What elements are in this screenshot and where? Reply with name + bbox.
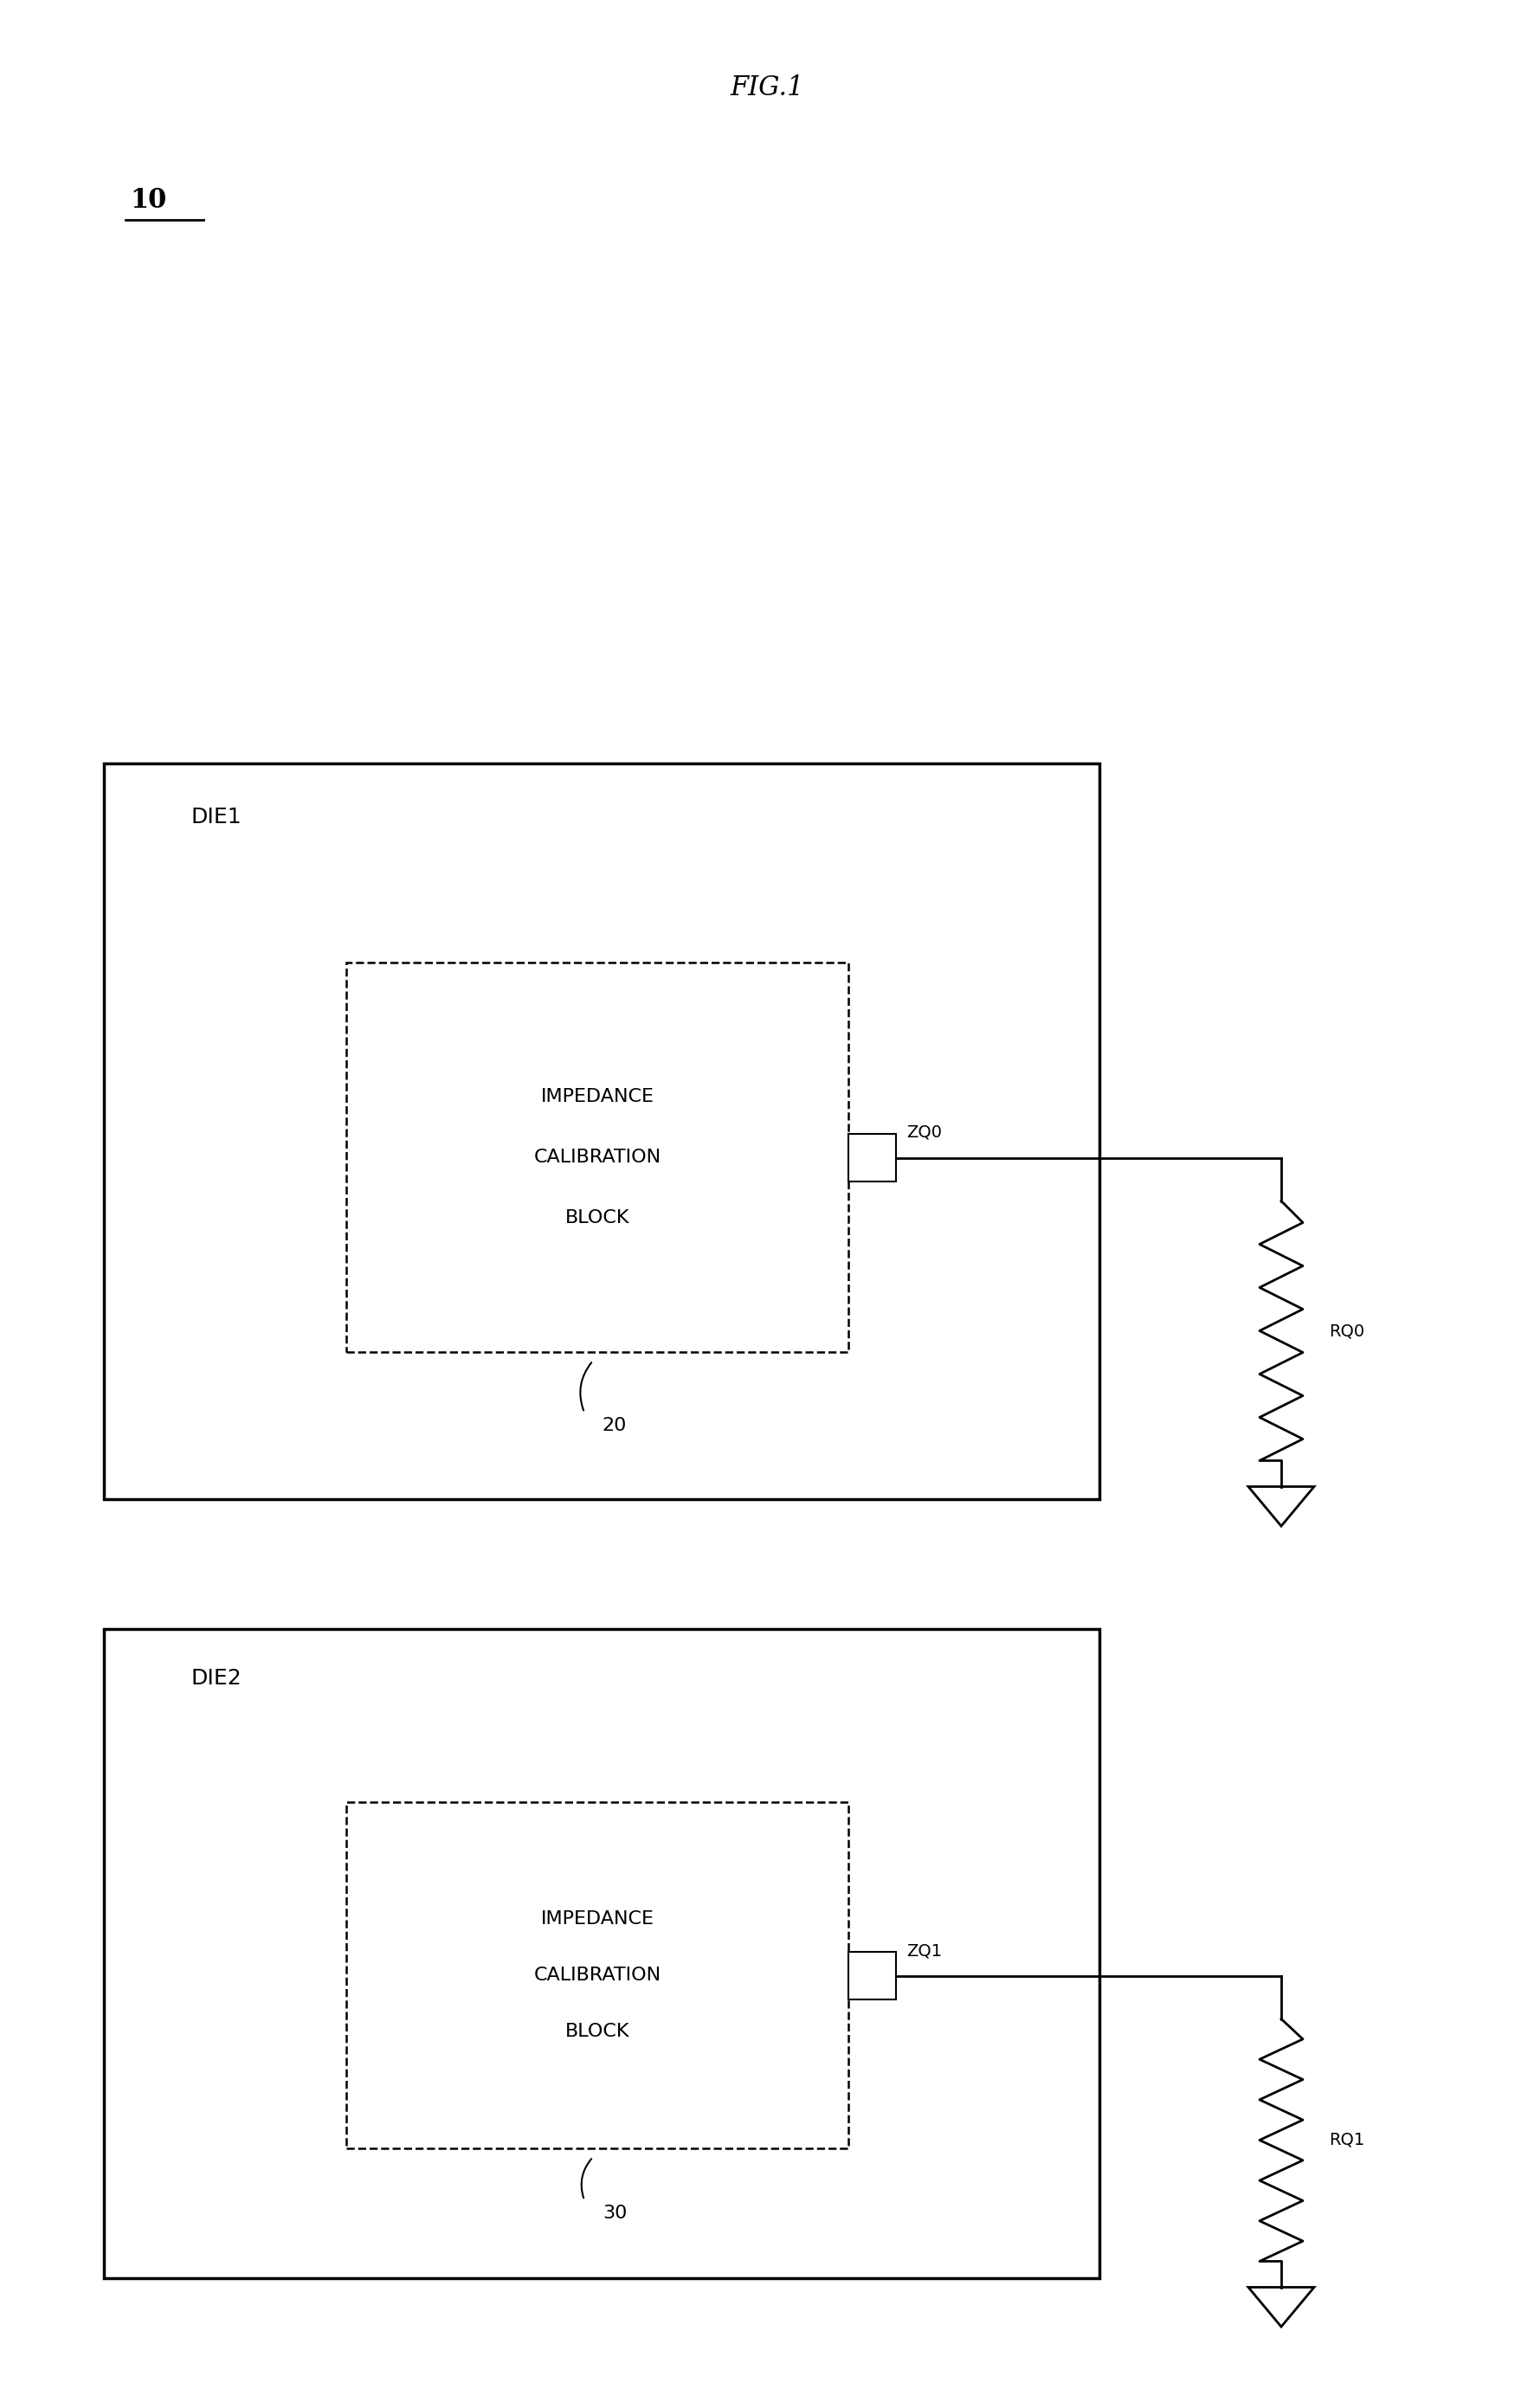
Text: DIE2: DIE2 [190, 1669, 241, 1688]
Text: RQ0: RQ0 [1328, 1322, 1364, 1339]
Bar [347, 963, 848, 1351]
Bar [347, 1801, 848, 2148]
Bar [848, 1953, 896, 1999]
Text: CALIBRATION: CALIBRATION [534, 1149, 661, 1165]
Text: ZQ0: ZQ0 [907, 1125, 942, 1139]
Text: ZQ1: ZQ1 [907, 1943, 942, 1960]
Bar [104, 763, 1100, 1500]
Text: IMPEDANCE: IMPEDANCE [540, 1910, 653, 1929]
Text: FIG.1: FIG.1 [730, 75, 804, 101]
Text: CALIBRATION: CALIBRATION [534, 1967, 661, 1984]
Text: 30: 30 [603, 2206, 627, 2223]
Text: 20: 20 [603, 1416, 627, 1435]
Text: RQ1: RQ1 [1328, 2131, 1365, 2148]
Text: BLOCK: BLOCK [565, 2023, 629, 2040]
Text: IMPEDANCE: IMPEDANCE [540, 1088, 653, 1105]
Bar [848, 1134, 896, 1182]
Text: 10: 10 [130, 188, 166, 214]
Text: DIE1: DIE1 [190, 807, 241, 828]
Bar [104, 1628, 1100, 2278]
Text: BLOCK: BLOCK [565, 1209, 629, 1226]
